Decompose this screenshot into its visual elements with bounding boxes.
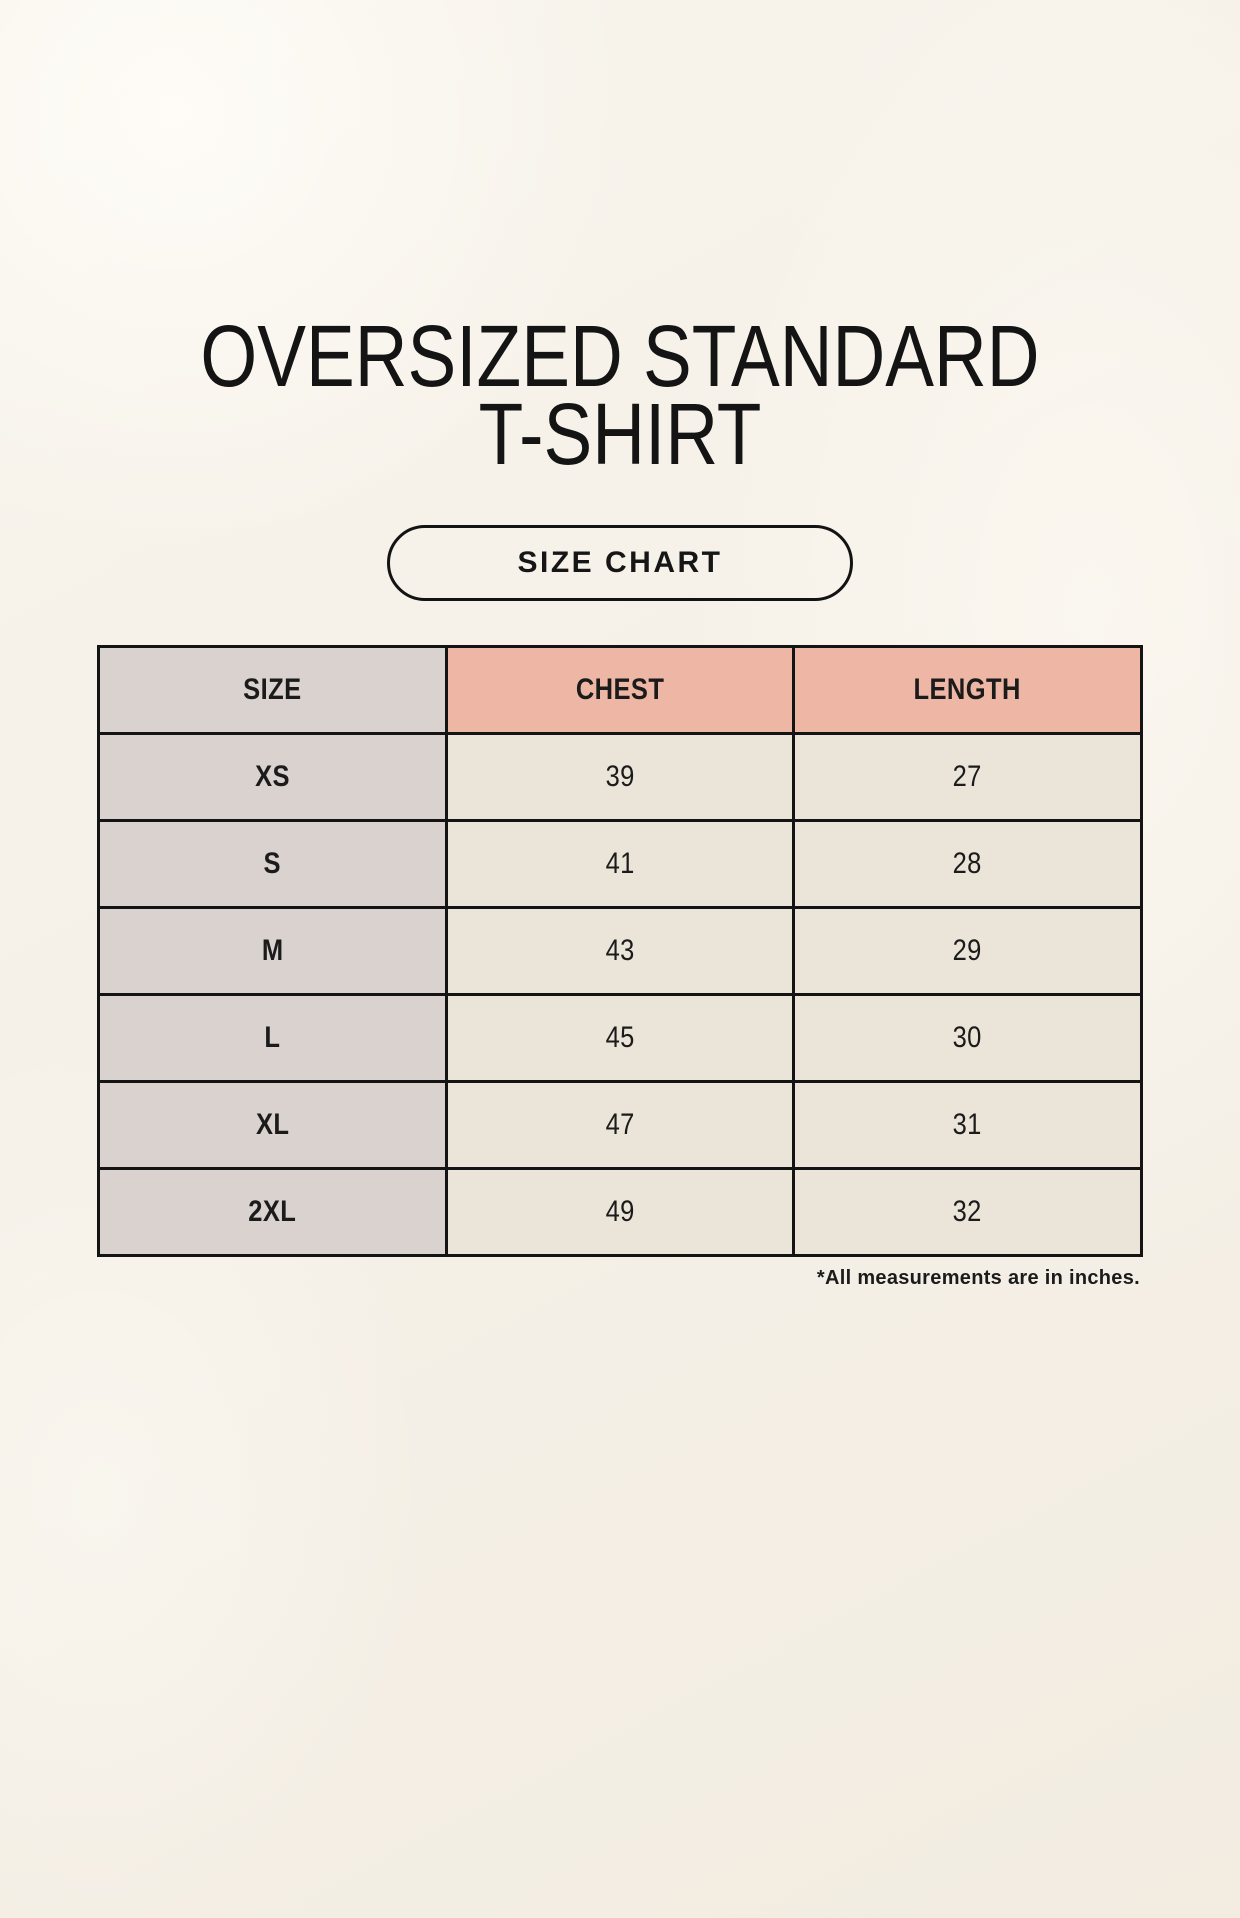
- column-header-size: SIZE: [97, 644, 448, 735]
- size-table: SIZE CHEST LENGTH XS 39 27 S 41 28 M 43 …: [97, 644, 1143, 1257]
- table-row-2xl: 2XL 49 32: [97, 1166, 1143, 1257]
- column-header-length: LENGTH: [792, 644, 1143, 735]
- chest-value: 39: [444, 731, 796, 822]
- length-value: 32: [792, 1166, 1143, 1257]
- chest-value: 43: [444, 905, 796, 996]
- length-value: 29: [792, 905, 1143, 996]
- chest-value: 47: [444, 1079, 796, 1170]
- size-label: M: [97, 905, 448, 996]
- size-label: 2XL: [97, 1166, 448, 1257]
- length-value: 27: [792, 731, 1143, 822]
- page-title: OVERSIZED STANDARD T-SHIRT: [99, 308, 1141, 484]
- length-value: 30: [792, 992, 1143, 1083]
- chest-value: 45: [444, 992, 796, 1083]
- size-label: L: [97, 992, 448, 1083]
- page-title-line2: T-SHIRT: [478, 386, 762, 484]
- table-row-s: S 41 28: [97, 818, 1143, 909]
- size-chart-button[interactable]: SIZE CHART: [387, 524, 853, 601]
- table-header-row: SIZE CHEST LENGTH: [97, 644, 1143, 735]
- size-label: XL: [97, 1079, 448, 1170]
- column-header-chest: CHEST: [444, 644, 796, 735]
- chest-value: 49: [444, 1166, 796, 1257]
- measurements-note: *All measurements are in inches.: [816, 1266, 1140, 1289]
- table-row-xs: XS 39 27: [97, 731, 1143, 822]
- table-row-l: L 45 30: [97, 992, 1143, 1083]
- size-label: XS: [97, 731, 448, 822]
- size-label: S: [97, 818, 448, 909]
- size-chart-button-label: SIZE CHART: [517, 545, 723, 579]
- length-value: 31: [792, 1079, 1143, 1170]
- chest-value: 41: [444, 818, 796, 909]
- table-row-m: M 43 29: [97, 905, 1143, 996]
- length-value: 28: [792, 818, 1143, 909]
- page-title-line1: OVERSIZED STANDARD: [200, 308, 1040, 405]
- table-row-xl: XL 47 31: [97, 1079, 1143, 1170]
